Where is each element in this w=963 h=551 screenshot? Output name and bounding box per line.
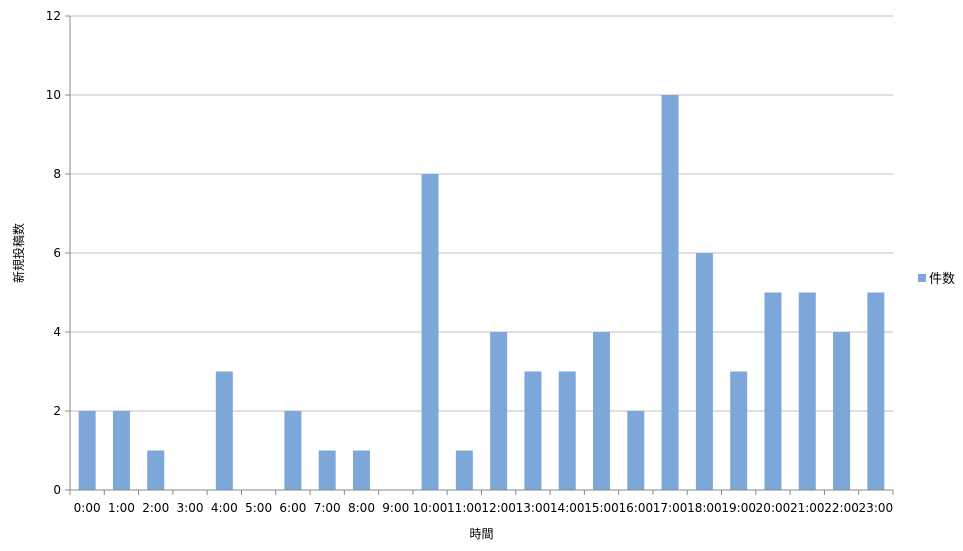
x-tick-label-500: 5:00 xyxy=(245,501,272,515)
legend-label: 件数 xyxy=(929,272,955,287)
bar-1000 xyxy=(421,174,439,490)
x-tick-label-1700: 17:00 xyxy=(653,501,688,515)
x-tick-label-800: 8:00 xyxy=(348,501,375,515)
x-tick-label-600: 6:00 xyxy=(279,501,306,515)
x-tick-label-2000: 20:00 xyxy=(756,501,791,515)
bar-2000 xyxy=(764,292,782,490)
x-tick-label-1800: 18:00 xyxy=(687,501,722,515)
x-tick-label-100: 1:00 xyxy=(108,501,135,515)
x-tick-label-1400: 14:00 xyxy=(550,501,585,515)
bar-1500 xyxy=(593,332,611,490)
x-tick-label-000: 0:00 xyxy=(74,501,101,515)
legend: 件数 xyxy=(918,272,955,287)
y-axis-label: 新規投稿数 xyxy=(11,223,26,283)
bar-2200 xyxy=(833,332,851,490)
x-tick-label-300: 3:00 xyxy=(177,501,204,515)
bar-1400 xyxy=(558,371,576,490)
x-tick-label-1300: 13:00 xyxy=(516,501,551,515)
x-axis-label: 時間 xyxy=(469,527,493,541)
x-tick-label-1200: 12:00 xyxy=(481,501,516,515)
y-tick-label-3: 6 xyxy=(53,246,61,260)
x-tick-label-2300: 23:00 xyxy=(859,501,894,515)
bar-1100 xyxy=(455,450,473,490)
x-tick-label-1100: 11:00 xyxy=(447,501,482,515)
gridlines xyxy=(70,15,893,412)
x-tick-label-1600: 16:00 xyxy=(619,501,654,515)
y-tick-label-2: 4 xyxy=(53,325,61,339)
y-tick-labels: 0 2 4 6 8 10 12 xyxy=(46,9,70,497)
y-tick-label-5: 10 xyxy=(46,88,61,102)
bars xyxy=(78,95,885,490)
x-tick-label-700: 7:00 xyxy=(314,501,341,515)
bar-100 xyxy=(112,411,130,490)
x-tick-label-1500: 15:00 xyxy=(584,501,619,515)
x-tick-label-400: 4:00 xyxy=(211,501,238,515)
bar-1700 xyxy=(661,95,679,490)
x-tick-label-900: 9:00 xyxy=(382,501,409,515)
bar-700 xyxy=(318,450,336,490)
bar-1900 xyxy=(730,371,748,490)
y-tick-label-6: 12 xyxy=(46,9,61,23)
bar-800 xyxy=(352,450,370,490)
x-tick-label-2200: 22:00 xyxy=(824,501,859,515)
x-tick-labels: 0:00 1:00 2:00 3:00 4:00 5:00 6:00 7:00 8:00 9:00… xyxy=(69,490,894,515)
bar-2300 xyxy=(867,292,885,490)
y-tick-label-1: 2 xyxy=(53,404,61,418)
bar-1300 xyxy=(524,371,542,490)
bar-2100 xyxy=(798,292,816,490)
y-tick-label-4: 8 xyxy=(53,167,61,181)
bar-1200 xyxy=(490,332,508,490)
bar-400 xyxy=(215,371,233,490)
x-tick-label-1000: 10:00 xyxy=(413,501,448,515)
y-tick-label-0: 0 xyxy=(53,483,61,497)
x-tick-label-200: 2:00 xyxy=(142,501,169,515)
bar-1600 xyxy=(627,411,645,490)
bar-600 xyxy=(284,411,302,490)
x-tick-label-1900: 19:00 xyxy=(721,501,756,515)
bar-1800 xyxy=(695,253,713,490)
bar-000 xyxy=(78,411,96,490)
legend-swatch xyxy=(918,274,926,282)
x-tick-label-2100: 21:00 xyxy=(790,501,825,515)
bar-200 xyxy=(147,450,165,490)
